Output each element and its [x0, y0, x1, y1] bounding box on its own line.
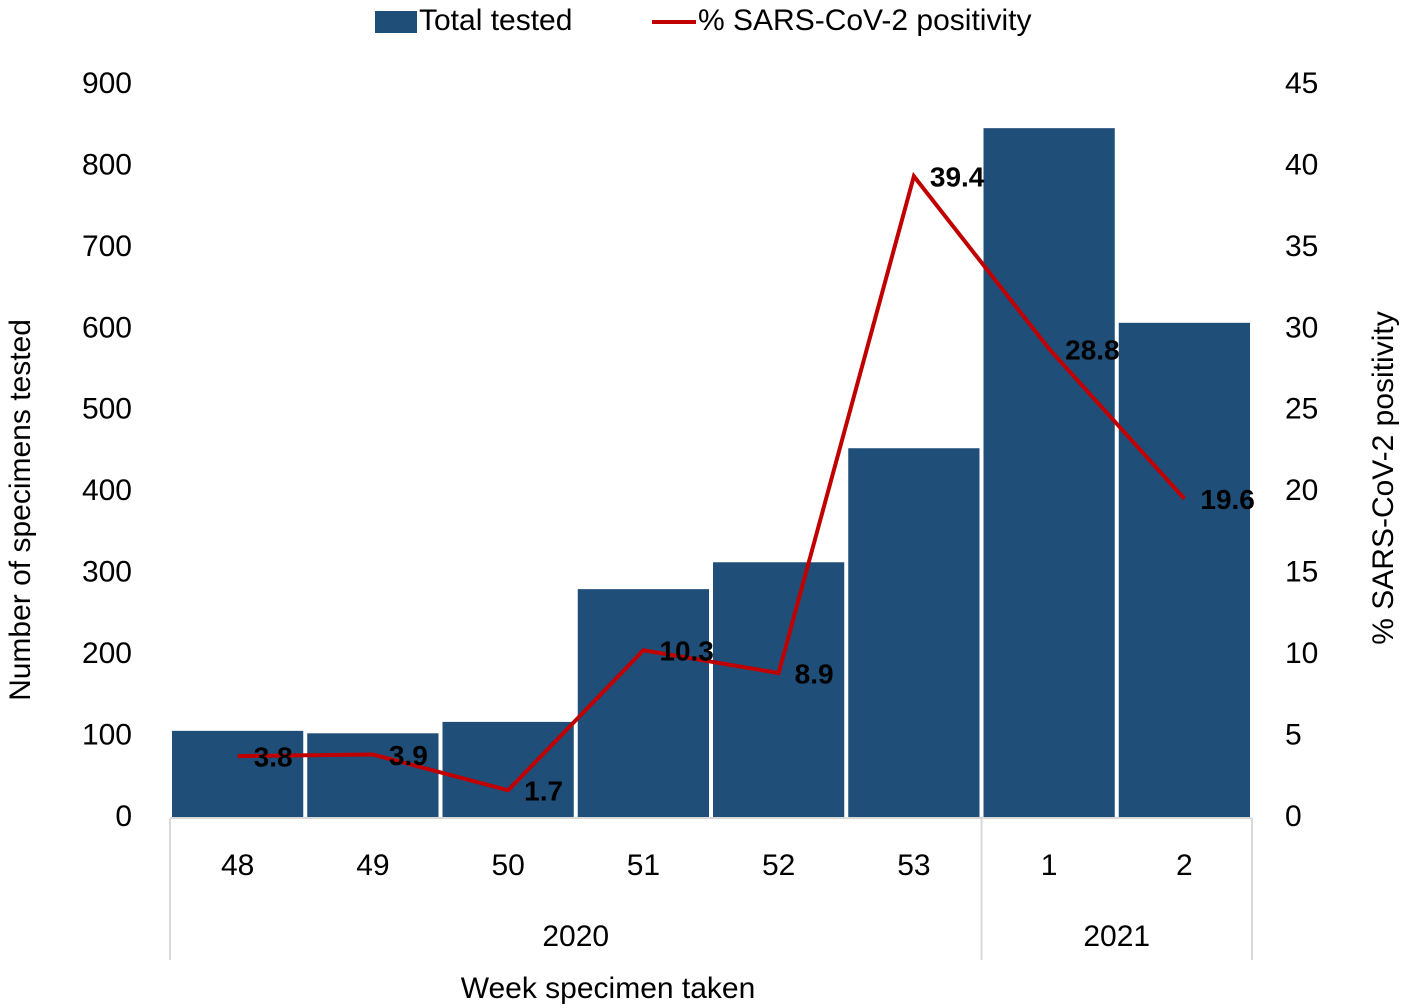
- y-tick-label: 700: [82, 230, 132, 263]
- y-tick-label: 600: [82, 311, 132, 344]
- y-tick-label: 400: [82, 474, 132, 507]
- data-label: 8.9: [795, 658, 834, 689]
- y2-tick-label: 25: [1285, 393, 1318, 426]
- y2-tick-label: 5: [1285, 718, 1302, 751]
- bar: [713, 562, 845, 818]
- x-tick-label: 49: [356, 849, 389, 882]
- data-label: 3.8: [254, 741, 293, 772]
- y-axis-title: Number of specimens tested: [4, 319, 37, 701]
- x-tick-label: 50: [491, 849, 524, 882]
- data-label: 3.9: [389, 740, 428, 771]
- data-label: 19.6: [1200, 484, 1255, 515]
- x-tick-label: 1: [1041, 849, 1058, 882]
- legend-swatch: [375, 11, 417, 33]
- x-axis-title: Week specimen taken: [461, 972, 756, 1005]
- bar: [983, 128, 1115, 819]
- legend-label: % SARS-CoV-2 positivity: [698, 4, 1031, 37]
- line: [237, 171, 1186, 793]
- y2-tick-label: 35: [1285, 230, 1318, 263]
- bar: [848, 448, 980, 818]
- bar: [577, 589, 709, 818]
- y-tick-label: 300: [82, 556, 132, 589]
- y2-tick-label: 20: [1285, 474, 1318, 507]
- group-label: 2021: [1083, 920, 1150, 953]
- x-tick-label: 51: [627, 849, 660, 882]
- y2-tick-label: 30: [1285, 311, 1318, 344]
- x-tick-label: 48: [221, 849, 254, 882]
- bar: [1118, 322, 1250, 818]
- y-tick-label: 500: [82, 393, 132, 426]
- y-tick-label: 900: [82, 67, 132, 100]
- x-tick-label: 52: [762, 849, 795, 882]
- y-tick-label: 100: [82, 718, 132, 751]
- y2-tick-label: 0: [1285, 800, 1302, 833]
- bar: [307, 733, 439, 818]
- bar: [172, 730, 304, 818]
- data-label: 10.3: [659, 636, 714, 667]
- legend-label: Total tested: [419, 4, 572, 37]
- y2-axis-title: % SARS-CoV-2 positivity: [1367, 311, 1400, 644]
- x-tick-label: 2: [1176, 849, 1193, 882]
- group-label: 2020: [542, 920, 609, 953]
- data-label: 28.8: [1065, 334, 1120, 365]
- y-tick-label: 800: [82, 148, 132, 181]
- bar: [442, 721, 574, 818]
- data-label: 1.7: [524, 776, 563, 807]
- y-tick-label: 200: [82, 637, 132, 670]
- x-tick-label: 53: [897, 849, 930, 882]
- y2-tick-label: 15: [1285, 556, 1318, 589]
- y2-tick-label: 10: [1285, 637, 1318, 670]
- data-label: 39.4: [930, 162, 985, 193]
- y2-tick-label: 45: [1285, 67, 1318, 100]
- y2-tick-label: 40: [1285, 148, 1318, 181]
- y-tick-label: 0: [115, 800, 132, 833]
